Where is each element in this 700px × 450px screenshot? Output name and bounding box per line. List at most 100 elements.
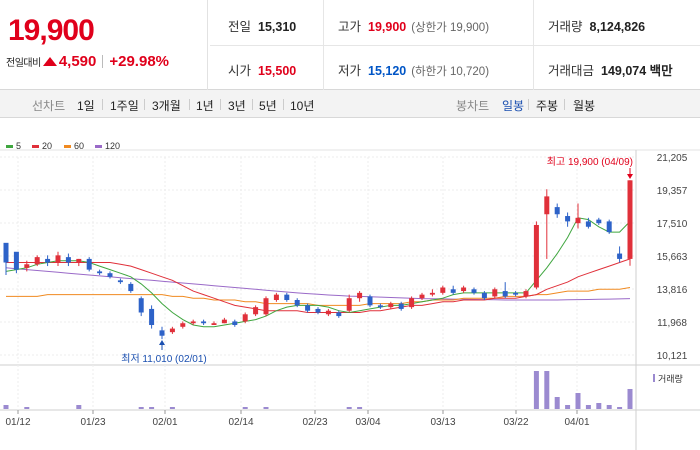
volume-label: 거래량 xyxy=(548,20,583,34)
candle-chart-label: 봉차트 xyxy=(456,99,490,113)
volume: 거래량 8,124,826 xyxy=(548,16,645,35)
candle-body xyxy=(253,307,259,315)
volume-bar xyxy=(617,407,623,409)
candle-body xyxy=(284,294,290,300)
candle-body xyxy=(305,305,311,311)
tab-1week[interactable]: 1주일 xyxy=(110,99,139,113)
ma20-legend: 20 xyxy=(32,141,52,151)
open-price: 시가 15,500 xyxy=(228,60,296,79)
high-arrow-head-icon xyxy=(627,174,633,179)
change-value: 4,590 xyxy=(58,53,97,70)
y-tick-label: 10,121 xyxy=(657,351,688,362)
change-row: 전일대비 4,590 +29.98% xyxy=(6,53,169,70)
candle-body xyxy=(523,291,529,297)
quote-header: 19,900 전일대비 4,590 +29.98% xyxy=(0,0,700,90)
price-box: 19,900 전일대비 4,590 +29.98% xyxy=(0,0,208,90)
ma5-label: 5 xyxy=(16,141,22,151)
candle-body xyxy=(440,287,446,293)
candle-body xyxy=(346,298,352,311)
candle-body xyxy=(336,312,342,317)
volume-bar xyxy=(357,407,363,409)
low-arrow-head-icon xyxy=(159,340,165,345)
trade-value-value: 149,074 백만 xyxy=(601,64,673,78)
volume-bar xyxy=(346,407,352,409)
x-tick-label: 03/22 xyxy=(503,417,528,428)
candle-body xyxy=(367,296,373,306)
x-tick-label: 02/23 xyxy=(302,417,327,428)
candle-body xyxy=(242,314,248,322)
candle-body xyxy=(34,257,40,265)
trade-value: 거래대금 149,074 백만 xyxy=(548,60,673,79)
tab-monthly[interactable]: 월봉 xyxy=(573,99,596,113)
volume-bar xyxy=(544,371,550,409)
low-annotation: 최저 11,010 (02/01) xyxy=(121,353,207,365)
tab-10year[interactable]: 10년 xyxy=(290,99,315,113)
candle-body xyxy=(149,308,155,326)
candle-body xyxy=(409,298,415,308)
volume-bar xyxy=(76,405,82,409)
candle-body xyxy=(492,289,498,297)
candle-body xyxy=(221,319,227,324)
volume-bar xyxy=(596,403,602,409)
candle-body xyxy=(450,289,456,293)
divider xyxy=(210,45,700,46)
volume-bar xyxy=(565,405,571,409)
divider xyxy=(323,0,324,90)
high-label: 고가 xyxy=(338,20,362,34)
ma5-legend: 5 xyxy=(6,141,21,151)
current-price: 19,900 xyxy=(8,14,95,47)
volume-bar xyxy=(149,407,155,409)
prev-close-label: 전일 xyxy=(228,20,252,34)
y-tick-label: 11,968 xyxy=(657,318,687,329)
candle-body xyxy=(273,294,279,300)
x-tick-label: 01/12 xyxy=(5,417,30,428)
candle-body xyxy=(565,216,571,222)
volume-bar xyxy=(263,407,269,409)
y-tick-label: 15,663 xyxy=(657,252,688,263)
divider xyxy=(102,55,104,68)
divider xyxy=(252,99,253,110)
candle-body xyxy=(128,283,134,292)
volume-bar xyxy=(24,407,30,409)
ma60-label: 60 xyxy=(74,141,85,151)
volume-bar xyxy=(533,371,539,409)
divider xyxy=(283,99,284,110)
tab-5year[interactable]: 5년 xyxy=(259,99,277,113)
trade-value-label: 거래대금 xyxy=(548,64,595,78)
volume-bar xyxy=(138,407,144,409)
high-price: 고가 19,900 (상한가 19,900) xyxy=(338,16,489,35)
candle-body xyxy=(55,255,61,263)
candle-body xyxy=(13,251,19,270)
candle-body xyxy=(107,273,113,277)
divider xyxy=(220,99,221,110)
candle-body xyxy=(461,287,467,292)
candle-body xyxy=(45,258,51,263)
candle-body xyxy=(315,308,321,313)
tab-3year[interactable]: 3년 xyxy=(228,99,246,113)
volume-bar xyxy=(242,407,248,409)
tab-3month[interactable]: 3개월 xyxy=(152,99,181,113)
candle-body xyxy=(65,257,71,263)
candle-body xyxy=(502,291,508,297)
ma60-line xyxy=(6,287,631,306)
tab-1year[interactable]: 1년 xyxy=(196,99,214,113)
volume-bar xyxy=(606,405,612,409)
x-tick-label: 02/14 xyxy=(228,417,253,428)
volume-bar xyxy=(627,389,633,409)
prev-close: 전일 15,310 xyxy=(228,16,296,35)
divider xyxy=(564,99,565,110)
high-annotation: 최고 19,900 (04/09) xyxy=(547,156,633,168)
y-tick-label: 19,357 xyxy=(657,186,688,197)
divider xyxy=(144,99,145,110)
volume-bar xyxy=(585,405,591,409)
candle-body xyxy=(180,323,186,327)
tab-1day[interactable]: 1일 xyxy=(77,99,95,113)
candle-body xyxy=(97,271,103,274)
tab-daily[interactable]: 일봉 xyxy=(502,99,525,113)
tab-weekly[interactable]: 주봉 xyxy=(536,99,559,113)
low-value: 15,120 xyxy=(368,64,407,78)
candle-body xyxy=(190,321,196,324)
candle-body xyxy=(617,253,623,259)
candle-body xyxy=(325,310,331,315)
candle-body xyxy=(138,298,144,313)
